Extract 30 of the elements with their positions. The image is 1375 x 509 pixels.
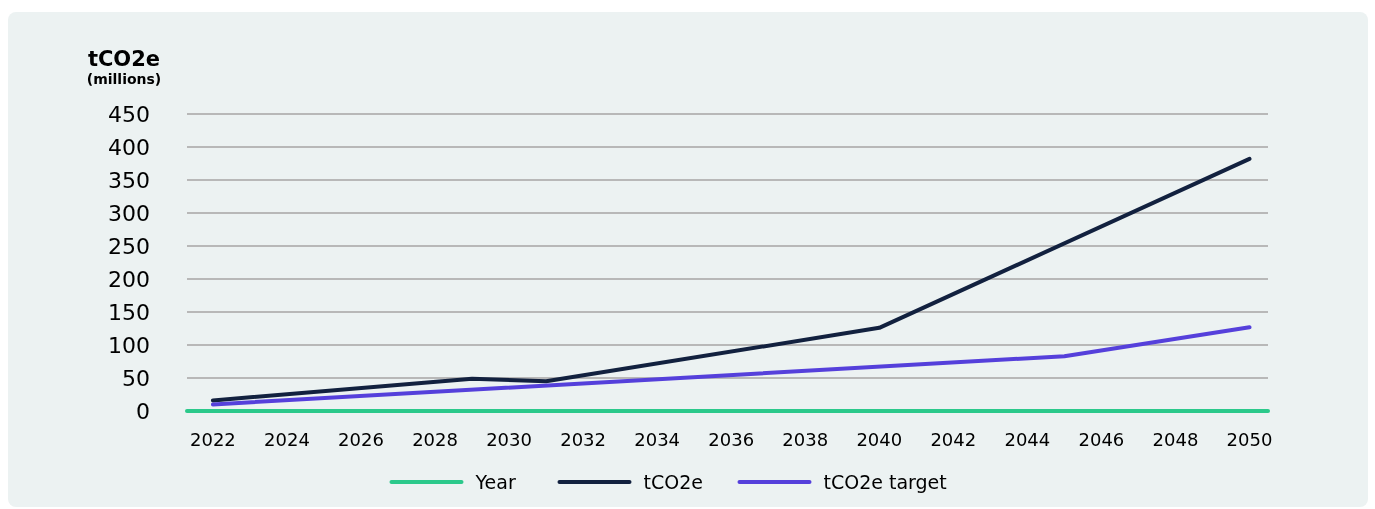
x-tick-label: 2032 [560, 429, 607, 450]
x-tick-label: 2050 [1226, 429, 1273, 450]
x-tick-label: 2044 [1004, 429, 1051, 450]
y-tick-label: 250 [108, 233, 150, 259]
y-tick-label: 350 [108, 167, 150, 193]
y-tick-label: 200 [108, 266, 150, 292]
y-tick-label: 50 [122, 365, 150, 391]
x-tick-label: 2048 [1152, 429, 1199, 450]
y-tick-label: 0 [136, 398, 150, 424]
line-series [210, 156, 1252, 403]
legend-label: tCO2e [643, 470, 703, 493]
x-tick-label: 2030 [486, 429, 532, 450]
x-tick-label: 2028 [412, 429, 458, 450]
y-tick-label: 400 [108, 134, 150, 160]
x-tick-label: 2022 [190, 429, 236, 450]
y-tick-label: 150 [108, 299, 150, 325]
x-tick-label: 2026 [338, 429, 384, 450]
y-tick-label: 300 [108, 200, 150, 226]
x-tick-label: 2040 [856, 429, 903, 450]
x-tick-label: 2046 [1078, 429, 1125, 450]
x-tick-label: 2024 [264, 429, 310, 450]
x-tick-label: 2036 [708, 429, 755, 450]
legend-label: Year [474, 470, 516, 493]
x-tick-label: 2034 [634, 429, 681, 450]
y-axis-title: tCO2e (millions) [86, 47, 162, 87]
y-tick-label: 450 [108, 101, 150, 127]
x-tick-label: 2038 [782, 429, 829, 450]
legend-label: tCO2e target [823, 470, 947, 493]
x-tick-label: 2042 [930, 429, 977, 450]
y-tick-label: 100 [108, 332, 150, 358]
